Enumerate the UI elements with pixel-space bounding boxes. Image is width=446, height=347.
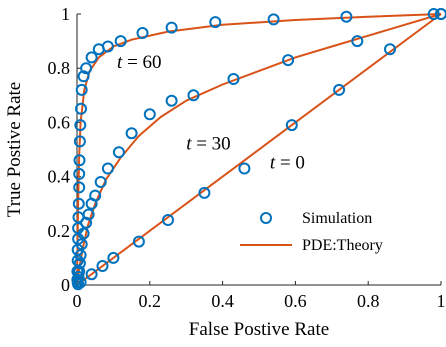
- simulation-point: [101, 40, 114, 53]
- x-tick-label: 0: [73, 291, 82, 311]
- simulation-point: [72, 211, 85, 224]
- simulation-point: [107, 251, 120, 264]
- simulation-point: [209, 16, 222, 29]
- simulation-point: [198, 186, 211, 199]
- simulation-point: [125, 127, 138, 140]
- simulation-point: [285, 119, 298, 132]
- x-tick-label: 0.4: [211, 291, 234, 311]
- simulation-point: [73, 154, 86, 167]
- y-tick-label: 0.4: [48, 167, 71, 187]
- simulation-point: [165, 21, 178, 34]
- simulation-point: [427, 8, 440, 20]
- y-tick-label: 0: [61, 275, 70, 295]
- simulation-point: [267, 13, 280, 26]
- simulation-point: [384, 43, 396, 56]
- simulation-point: [73, 257, 86, 270]
- simulation-point: [73, 181, 86, 194]
- simulation-point: [75, 102, 87, 115]
- x-tick-label: 0.6: [284, 291, 307, 311]
- y-tick-label: 0.6: [48, 112, 71, 132]
- x-tick-label: 1: [437, 291, 446, 311]
- simulation-point: [340, 10, 353, 23]
- simulation-point: [333, 83, 346, 96]
- simulation-markers: [71, 8, 446, 291]
- y-tick-label: 1: [61, 4, 70, 24]
- simulation-point: [96, 260, 109, 272]
- simulation-point: [112, 146, 125, 159]
- simulation-point: [80, 62, 93, 75]
- x-tick-label: 0.8: [357, 291, 380, 311]
- y-axis-label: True Postive Rate: [4, 82, 25, 217]
- curve-annotation: t = 30: [186, 134, 231, 155]
- legend-label: PDE:Theory: [302, 237, 383, 254]
- curve-annotation: t = 60: [117, 52, 162, 73]
- theory-lines: [76, 13, 442, 286]
- simulation-point: [72, 197, 85, 210]
- theory-curve: [76, 13, 442, 286]
- plot-area: 0 0.2 0.4 0.6 0.8 1 00.20.40.60.81 t = 60t = …: [48, 4, 446, 311]
- simulation-point: [73, 167, 86, 180]
- simulation-point: [282, 54, 295, 67]
- y-tick-label: 0.8: [48, 58, 71, 78]
- simulation-point: [85, 51, 98, 64]
- x-ticks: 0 0.2 0.4 0.6 0.8 1: [73, 281, 446, 311]
- simulation-point: [238, 162, 251, 175]
- simulation-point: [89, 189, 102, 202]
- theory-curve: [76, 13, 442, 286]
- simulation-point: [351, 35, 364, 48]
- simulation-point: [143, 108, 156, 121]
- x-tick-label: 0.2: [139, 291, 162, 311]
- simulation-point: [71, 273, 84, 286]
- simulation-point: [101, 162, 114, 175]
- theory-curve: [76, 13, 442, 286]
- simulation-point: [73, 135, 86, 148]
- simulation-point: [114, 35, 127, 48]
- simulation-point: [165, 94, 178, 107]
- simulation-point: [74, 119, 87, 132]
- simulation-point: [162, 214, 174, 226]
- x-axis-label: False Postive Rate: [189, 319, 329, 340]
- simulation-point: [75, 83, 88, 96]
- simulation-point: [187, 89, 200, 102]
- simulation-point: [227, 73, 240, 85]
- simulation-point: [136, 27, 149, 39]
- simulation-point: [435, 8, 446, 20]
- y-tick-label: 0.2: [48, 221, 71, 241]
- curve-annotations: t = 60 t = 30 t = 0: [117, 52, 305, 173]
- simulation-point: [85, 268, 98, 281]
- curve-annotation: t = 0: [270, 152, 305, 173]
- legend-marker: [260, 212, 272, 224]
- legend-label: Simulation: [302, 210, 372, 227]
- simulation-point: [94, 176, 107, 188]
- legend: Simulation PDE:Theory: [240, 210, 383, 254]
- simulation-point: [132, 235, 145, 248]
- simulation-point: [77, 70, 90, 83]
- y-ticks: 0 0.2 0.4 0.6 0.8 1: [48, 4, 81, 295]
